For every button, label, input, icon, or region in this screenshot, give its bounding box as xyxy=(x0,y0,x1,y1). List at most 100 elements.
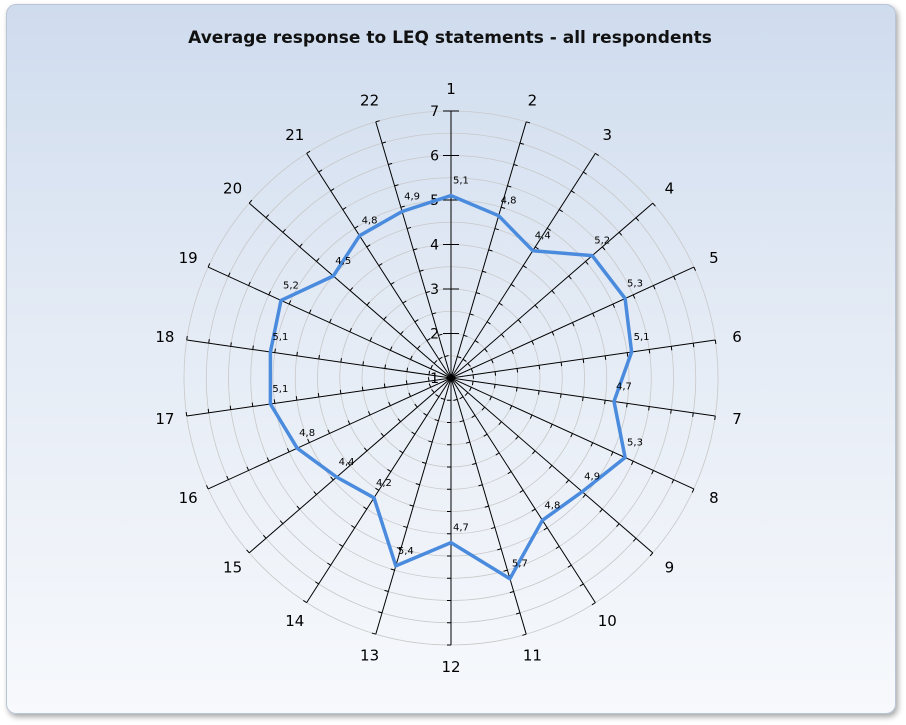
axis-tick xyxy=(351,525,356,529)
axis-tick xyxy=(472,462,477,466)
axis-tick xyxy=(411,431,416,435)
axis-tick xyxy=(388,162,393,165)
axis-tick xyxy=(670,346,673,351)
axis-tick xyxy=(406,226,412,230)
axis-tick xyxy=(599,508,603,513)
axis-tick xyxy=(495,452,500,456)
axis-tick xyxy=(548,465,553,469)
axis-tick xyxy=(414,319,419,323)
axis-tick xyxy=(430,364,433,369)
axis-tick xyxy=(516,368,519,373)
axis-tick xyxy=(387,469,392,473)
category-label: 5 xyxy=(709,249,719,267)
chart-title: Average response to LEQ statements - all… xyxy=(188,28,712,48)
axis-tick xyxy=(186,335,188,341)
data-label: 4,9 xyxy=(584,472,600,483)
axis-tick xyxy=(610,451,614,456)
category-label: 2 xyxy=(528,92,538,110)
axis-tick xyxy=(510,283,515,287)
axis-tick xyxy=(616,523,620,528)
axis-tick xyxy=(571,322,575,327)
axis-tick xyxy=(375,487,380,491)
axis-tick xyxy=(405,380,408,385)
axis-tick xyxy=(551,331,555,336)
axis-tick xyxy=(282,228,286,233)
axis-tick xyxy=(498,302,503,306)
axis-tick xyxy=(423,412,428,416)
axis-tick xyxy=(431,389,435,393)
axis-tick xyxy=(570,433,573,438)
axis-tick xyxy=(246,466,250,471)
axis-tick xyxy=(453,398,458,401)
axis-tick xyxy=(635,217,639,222)
axis-tick xyxy=(648,349,651,354)
axis-tick xyxy=(519,142,524,145)
axis-tick xyxy=(397,418,401,423)
data-label: 5,1 xyxy=(634,332,650,343)
axis-tick xyxy=(303,600,307,604)
radial-tick-label: 3 xyxy=(430,282,439,298)
axis-tick xyxy=(363,506,368,510)
data-label: 5,7 xyxy=(512,559,528,570)
axis-tick xyxy=(513,164,518,167)
axis-tick xyxy=(517,319,522,324)
axis-tick xyxy=(432,312,437,315)
axis-tick xyxy=(507,471,512,475)
axis-tick xyxy=(497,548,502,551)
category-label: 11 xyxy=(523,646,542,664)
axis-tick xyxy=(571,190,575,194)
axis-tick xyxy=(416,345,421,350)
axis-tick xyxy=(207,263,211,268)
axis-tick xyxy=(402,300,407,304)
axis-tick xyxy=(550,424,553,429)
axis-tick xyxy=(582,358,585,364)
axis-tick xyxy=(330,476,334,481)
axis-tick xyxy=(484,505,489,508)
axis-tick xyxy=(438,356,443,360)
category-label: 10 xyxy=(598,612,617,630)
axis-tick xyxy=(509,591,514,594)
axis-tick xyxy=(469,313,474,316)
data-label: 4,7 xyxy=(616,381,632,392)
category-label: 17 xyxy=(155,410,174,428)
axis-tick xyxy=(626,352,629,357)
category-label: 15 xyxy=(223,558,242,576)
axis-tick xyxy=(482,270,487,273)
axis-tick xyxy=(246,549,250,554)
axis-tick xyxy=(286,448,290,453)
axis-tick xyxy=(714,415,716,421)
axis-tick xyxy=(296,505,301,510)
axis-tick xyxy=(226,475,229,480)
axis-tick xyxy=(670,409,672,414)
axis-tick xyxy=(266,457,270,462)
axis-tick xyxy=(516,387,518,392)
axis-tick xyxy=(390,568,395,571)
radial-tick-label: 6 xyxy=(430,149,439,165)
axis-tick xyxy=(529,414,533,419)
axis-tick xyxy=(406,367,409,372)
axis-tick xyxy=(531,508,536,512)
axis-tick xyxy=(362,361,364,366)
axis-tick xyxy=(265,214,270,219)
axis-tick xyxy=(490,526,496,530)
axis-tick xyxy=(361,386,364,391)
axis-tick xyxy=(491,359,494,364)
axis-tick xyxy=(229,405,232,410)
axis-tick xyxy=(413,248,418,251)
axis-tick xyxy=(522,265,527,269)
axis-tick xyxy=(388,401,391,406)
radial-tick-label: 2 xyxy=(430,327,439,343)
axis-tick xyxy=(519,489,524,493)
axis-tick xyxy=(483,433,488,437)
data-label: 5,3 xyxy=(627,437,643,448)
data-label: 4,2 xyxy=(376,478,392,489)
axis-tick xyxy=(327,562,331,566)
category-label: 9 xyxy=(665,558,675,576)
category-label: 12 xyxy=(441,658,460,676)
axis-tick xyxy=(489,396,492,401)
axis-tick xyxy=(408,392,411,397)
data-label: 5,1 xyxy=(272,332,288,343)
axis-tick xyxy=(465,441,470,444)
